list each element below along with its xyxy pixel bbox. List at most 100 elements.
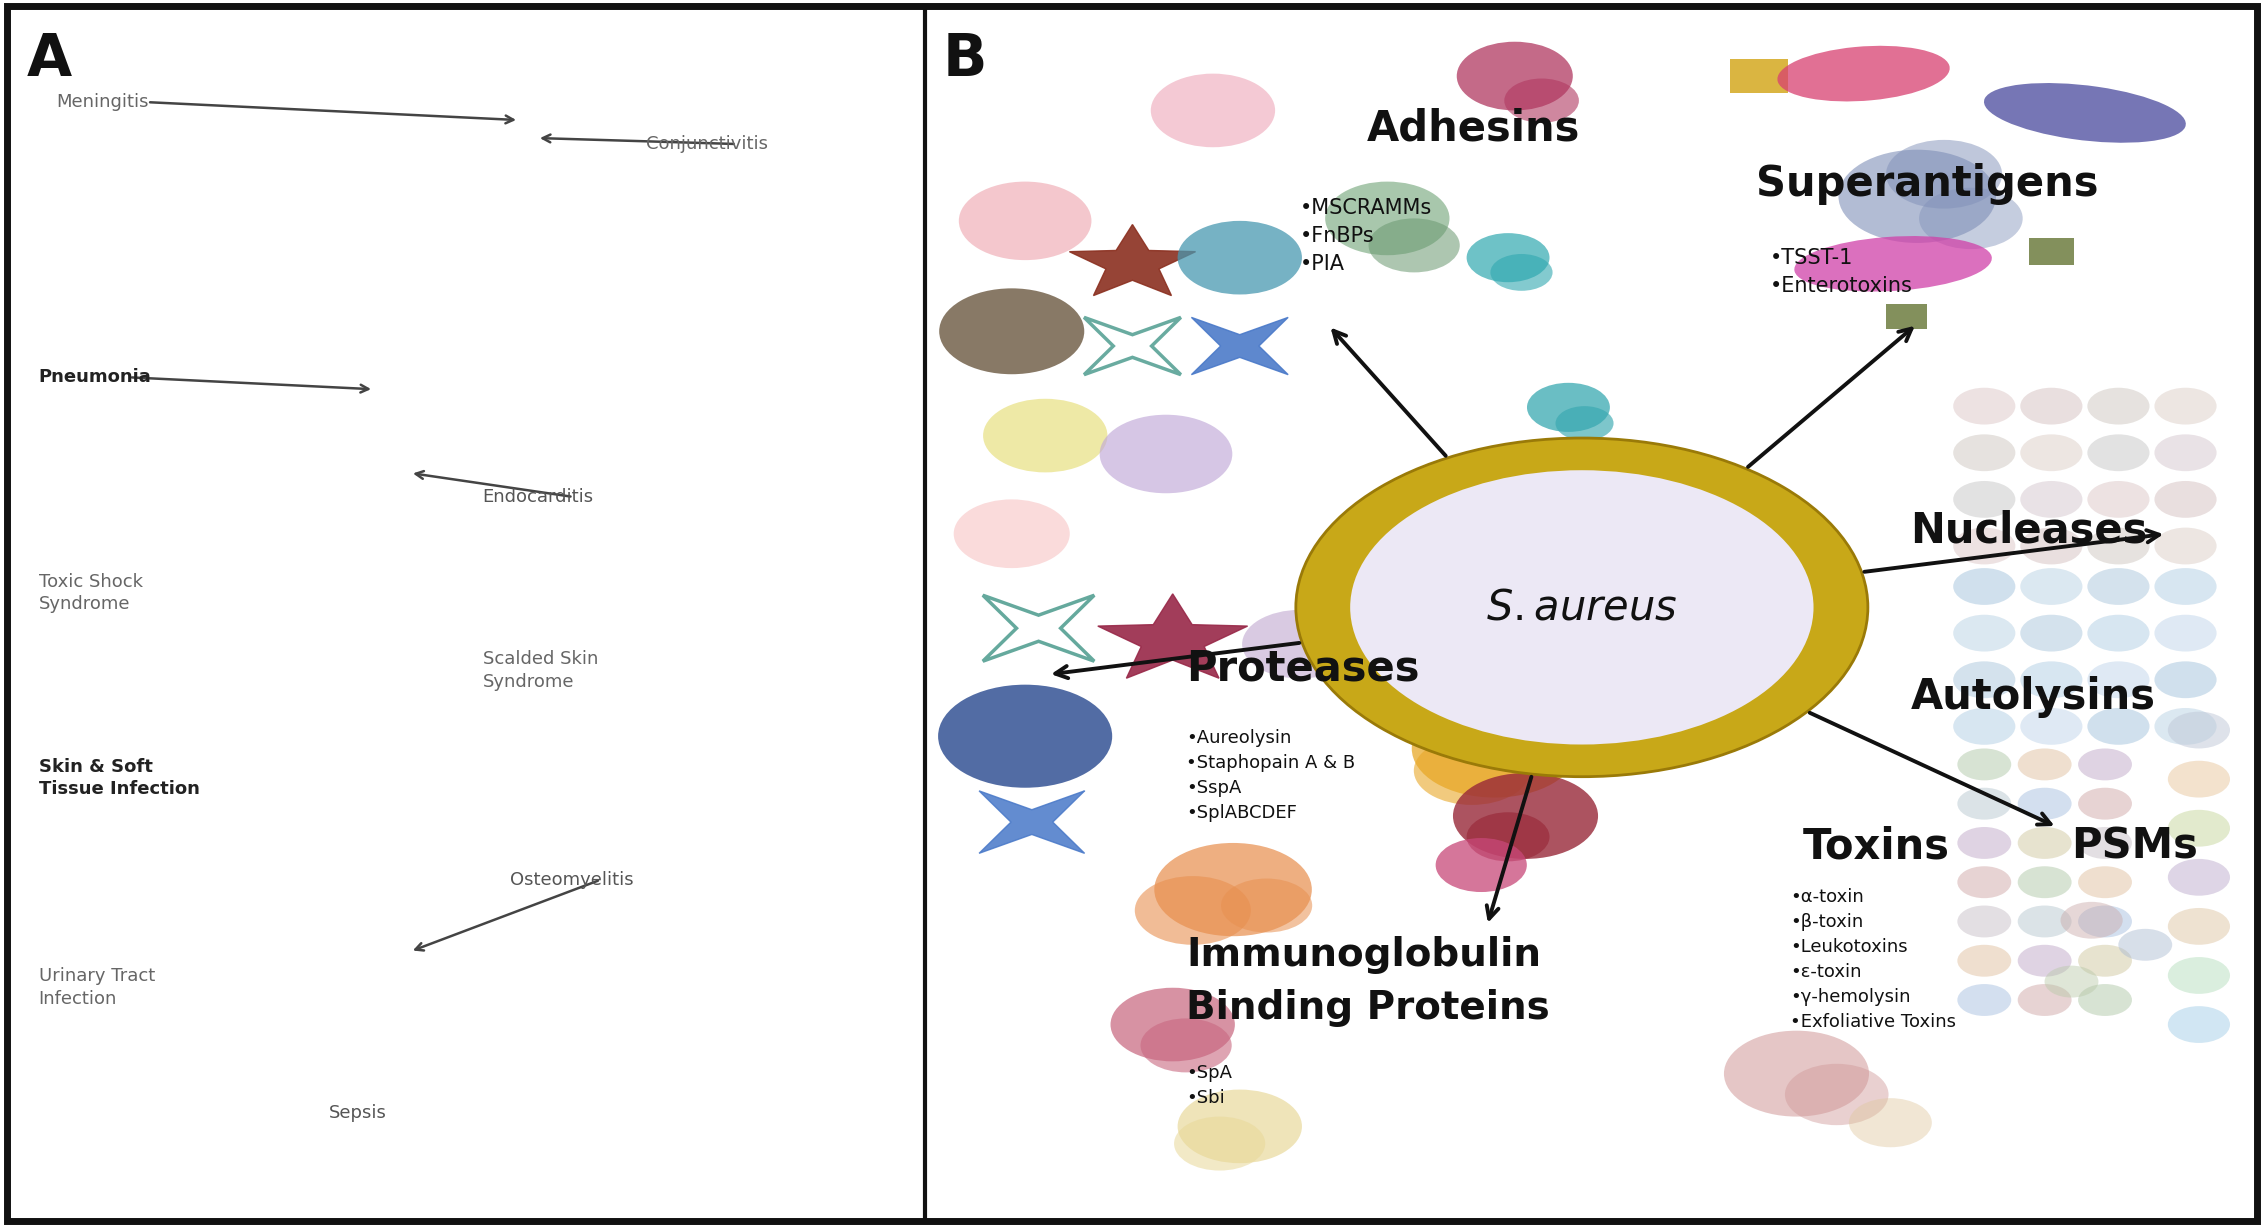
Ellipse shape bbox=[2021, 708, 2082, 745]
Text: Meningitis: Meningitis bbox=[57, 93, 150, 112]
Ellipse shape bbox=[1953, 388, 2014, 425]
Text: Toxins: Toxins bbox=[1804, 826, 1951, 867]
Ellipse shape bbox=[1412, 699, 1577, 798]
Text: Toxic Shock
Syndrome: Toxic Shock Syndrome bbox=[39, 573, 143, 612]
Text: •Aureolysin
•Staphopain A & B
•SspA
•SplABCDEF: •Aureolysin •Staphopain A & B •SspA •Spl… bbox=[1185, 729, 1355, 822]
Text: Immunoglobulin
Binding Proteins: Immunoglobulin Binding Proteins bbox=[1185, 936, 1550, 1027]
Ellipse shape bbox=[2087, 568, 2150, 605]
Polygon shape bbox=[1192, 318, 1287, 374]
Ellipse shape bbox=[2087, 708, 2150, 745]
Ellipse shape bbox=[2021, 528, 2082, 564]
Ellipse shape bbox=[1958, 827, 2012, 859]
Ellipse shape bbox=[2017, 984, 2071, 1016]
Ellipse shape bbox=[2169, 908, 2230, 945]
Ellipse shape bbox=[2169, 712, 2230, 748]
Ellipse shape bbox=[2169, 1006, 2230, 1043]
Ellipse shape bbox=[1466, 233, 1550, 282]
Text: Adhesins: Adhesins bbox=[1366, 108, 1582, 150]
Ellipse shape bbox=[1242, 610, 1357, 679]
Text: B: B bbox=[943, 31, 988, 87]
Ellipse shape bbox=[2021, 568, 2082, 605]
Ellipse shape bbox=[2021, 481, 2082, 518]
Ellipse shape bbox=[2169, 761, 2230, 798]
Ellipse shape bbox=[1953, 568, 2014, 605]
Ellipse shape bbox=[1140, 1018, 1233, 1072]
Ellipse shape bbox=[2078, 945, 2132, 977]
Ellipse shape bbox=[2021, 388, 2082, 425]
Ellipse shape bbox=[2155, 661, 2216, 698]
Text: PSMs: PSMs bbox=[2071, 826, 2198, 867]
Ellipse shape bbox=[2021, 434, 2082, 471]
Text: Nucleases: Nucleases bbox=[1910, 509, 2148, 551]
Ellipse shape bbox=[2087, 528, 2150, 564]
Ellipse shape bbox=[2078, 748, 2132, 780]
Bar bbox=[1885, 304, 1926, 329]
Text: Endocarditis: Endocarditis bbox=[483, 488, 594, 506]
Ellipse shape bbox=[1953, 434, 2014, 471]
Ellipse shape bbox=[1178, 221, 1303, 294]
Ellipse shape bbox=[1466, 812, 1550, 861]
Ellipse shape bbox=[959, 182, 1092, 260]
Ellipse shape bbox=[1919, 188, 2024, 249]
Ellipse shape bbox=[1958, 866, 2012, 898]
Ellipse shape bbox=[2155, 708, 2216, 745]
Ellipse shape bbox=[2155, 434, 2216, 471]
Ellipse shape bbox=[1849, 1098, 1933, 1147]
Ellipse shape bbox=[1554, 406, 1613, 440]
Ellipse shape bbox=[1958, 945, 2012, 977]
Ellipse shape bbox=[2155, 528, 2216, 564]
Ellipse shape bbox=[1777, 45, 1949, 102]
Ellipse shape bbox=[2087, 481, 2150, 518]
Ellipse shape bbox=[1527, 383, 1609, 432]
Ellipse shape bbox=[2087, 388, 2150, 425]
Ellipse shape bbox=[2017, 945, 2071, 977]
Ellipse shape bbox=[1453, 773, 1598, 859]
Ellipse shape bbox=[2087, 661, 2150, 698]
Ellipse shape bbox=[2060, 902, 2123, 939]
Ellipse shape bbox=[1958, 984, 2012, 1016]
Ellipse shape bbox=[1786, 1064, 1888, 1125]
Ellipse shape bbox=[1953, 481, 2014, 518]
Polygon shape bbox=[1070, 225, 1196, 296]
Ellipse shape bbox=[1437, 838, 1527, 892]
Ellipse shape bbox=[2017, 906, 2071, 937]
Ellipse shape bbox=[1885, 140, 2003, 209]
Ellipse shape bbox=[2078, 984, 2132, 1016]
Ellipse shape bbox=[1369, 218, 1459, 272]
Polygon shape bbox=[979, 791, 1085, 853]
Ellipse shape bbox=[1221, 879, 1312, 933]
Ellipse shape bbox=[2119, 929, 2173, 961]
Ellipse shape bbox=[2169, 859, 2230, 896]
Ellipse shape bbox=[2017, 788, 2071, 820]
Ellipse shape bbox=[2155, 388, 2216, 425]
Ellipse shape bbox=[1724, 1031, 1869, 1117]
Ellipse shape bbox=[2155, 568, 2216, 605]
Ellipse shape bbox=[2155, 481, 2216, 518]
Ellipse shape bbox=[938, 288, 1083, 374]
Ellipse shape bbox=[1135, 876, 1251, 945]
Ellipse shape bbox=[1953, 615, 2014, 652]
Text: Osteomyelitis: Osteomyelitis bbox=[510, 871, 634, 888]
Ellipse shape bbox=[1151, 74, 1276, 147]
Text: •SpA
•Sbi: •SpA •Sbi bbox=[1185, 1064, 1233, 1108]
Ellipse shape bbox=[938, 685, 1113, 788]
Ellipse shape bbox=[1838, 150, 1996, 243]
Bar bbox=[1729, 59, 1788, 93]
Ellipse shape bbox=[2078, 906, 2132, 937]
Ellipse shape bbox=[1953, 708, 2014, 745]
Ellipse shape bbox=[2078, 788, 2132, 820]
Text: $\it{S. aureus}$: $\it{S. aureus}$ bbox=[1486, 587, 1677, 628]
Ellipse shape bbox=[2021, 615, 2082, 652]
Ellipse shape bbox=[2044, 966, 2098, 998]
Ellipse shape bbox=[1174, 1117, 1264, 1171]
Text: Sepsis: Sepsis bbox=[329, 1104, 387, 1121]
Ellipse shape bbox=[2087, 615, 2150, 652]
Bar bbox=[2028, 238, 2073, 265]
Text: Superantigens: Superantigens bbox=[1756, 163, 2098, 205]
Ellipse shape bbox=[1099, 415, 1233, 493]
Ellipse shape bbox=[2078, 866, 2132, 898]
Ellipse shape bbox=[2017, 866, 2071, 898]
Ellipse shape bbox=[1178, 1090, 1303, 1163]
Ellipse shape bbox=[2087, 434, 2150, 471]
Ellipse shape bbox=[2155, 615, 2216, 652]
